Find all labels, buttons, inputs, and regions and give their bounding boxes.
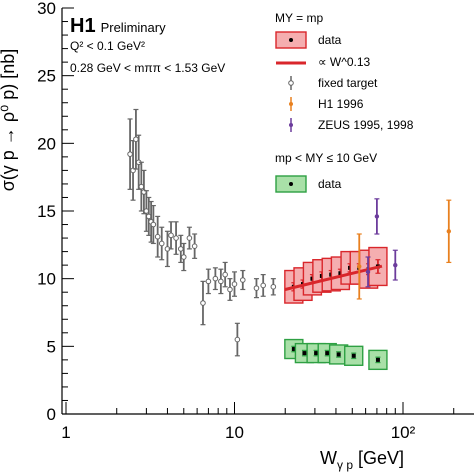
fixed-target-point (158, 240, 165, 247)
fixed-target-point (212, 275, 219, 282)
legend-label-elastic-data: data (318, 33, 342, 47)
pdiss-data-series (284, 338, 388, 371)
fixed-target-point (154, 233, 161, 240)
legend-swatch-red-dot (289, 38, 293, 42)
legend-label-fit: ∝ W^0.13 (318, 55, 371, 69)
series-layer (127, 108, 452, 371)
y-tick-label: 0 (47, 405, 56, 424)
legend-label-h1-1996: H1 1996 (318, 97, 364, 111)
y-tick-label: 30 (37, 0, 56, 18)
pdiss-data-point (325, 351, 330, 356)
pdiss-data-point (314, 351, 319, 356)
pdiss-data-point (336, 352, 341, 357)
zeus-point (374, 214, 380, 219)
legend-entry-h1-1996: H1 1996 (289, 97, 364, 111)
fixed-target-series (127, 108, 277, 357)
zeus-series (365, 198, 398, 288)
fixed-target-point (127, 151, 133, 157)
legend-entry-elastic-data: data (275, 31, 342, 49)
fixed-target-point (133, 136, 139, 143)
y-axis-label: σ(γ p → ρ⁰ p) [nb] (0, 49, 18, 192)
y-axis-ticks: 0 5 10 15 20 25 30 (37, 0, 74, 424)
fixed-target-point (150, 221, 157, 228)
elastic-data-series (284, 246, 388, 304)
legend-label-pdiss-data: data (318, 177, 342, 191)
legend-entry-fit: ∝ W^0.13 (276, 55, 371, 69)
pdiss-data-point (351, 353, 356, 358)
x-axis-ticks: 1 10 10² (61, 402, 455, 442)
q2-cut-label: Q² < 0.1 GeV² (70, 39, 145, 53)
h1-1996-series (356, 199, 452, 300)
legend-entry-zeus: ZEUS 1995, 1998 (289, 118, 414, 132)
experiment-label: H1 Preliminary (70, 15, 166, 37)
x-axis-label-unit: [GeV] (358, 448, 404, 468)
fixed-target-point (173, 235, 179, 241)
fixed-target-point (270, 283, 277, 290)
fixed-target-point (231, 281, 238, 287)
legend-header-pdiss: mp < MY ≤ 10 GeV (275, 151, 377, 165)
power-law-fit-line (284, 264, 383, 291)
fixed-target-point (222, 271, 228, 278)
y-tick-label: 15 (37, 202, 56, 221)
fixed-target-point (138, 183, 145, 190)
fixed-target-point (253, 285, 260, 291)
x-tick-label: 1 (61, 423, 70, 442)
y-tick-label: 10 (37, 270, 56, 289)
mass-cut-label: 0.28 GeV < mππ < 1.53 GeV (70, 61, 225, 75)
fixed-target-point (200, 300, 206, 306)
fixed-target-point (180, 254, 187, 260)
legend-label-zeus: ZEUS 1995, 1998 (318, 118, 414, 132)
x-axis-label-sub: γ p (337, 458, 353, 472)
fixed-target-point (234, 336, 241, 343)
legend: MY = mp data ∝ W^0.13 fixed target H1 19… (275, 11, 414, 193)
preliminary-label: Preliminary (101, 20, 167, 35)
h1-1996-point (357, 264, 362, 269)
y-tick-label: 20 (37, 134, 56, 153)
fixed-target-point (205, 278, 212, 285)
legend-swatch-green-dot (289, 182, 293, 186)
pdiss-data-point (375, 357, 380, 362)
x-axis-label: Wγ p [GeV] (320, 448, 404, 472)
pdiss-data-point (291, 347, 296, 352)
y-tick-label: 25 (37, 67, 56, 86)
pdiss-data-point (302, 351, 307, 356)
legend-entry-fixed-target: fixed target (288, 76, 378, 90)
legend-entry-pdiss-data: data (275, 175, 342, 193)
fixed-target-point (218, 278, 224, 285)
y-tick-label: 5 (47, 337, 56, 356)
experiment-name: H1 (70, 15, 96, 37)
fixed-target-point (239, 277, 246, 283)
legend-swatch-gray-point (288, 80, 294, 86)
fixed-target-point (191, 243, 198, 249)
x-tick-label: 10 (225, 423, 244, 442)
fixed-target-point (227, 286, 233, 293)
fixed-target-point (168, 232, 174, 239)
h1-1996-point (446, 229, 452, 234)
fixed-target-point (260, 282, 266, 289)
legend-label-fixed-target: fixed target (318, 76, 378, 90)
legend-header-elastic: MY = mp (275, 11, 323, 25)
x-tick-label: 10² (391, 423, 416, 442)
legend-swatch-purple-point (289, 123, 293, 127)
fixed-target-point (177, 246, 184, 252)
fixed-target-point (186, 235, 193, 241)
x-axis-label-main: W (320, 448, 337, 468)
legend-swatch-orange-point (289, 102, 293, 106)
zeus-point (365, 269, 371, 275)
zeus-point (393, 262, 398, 268)
